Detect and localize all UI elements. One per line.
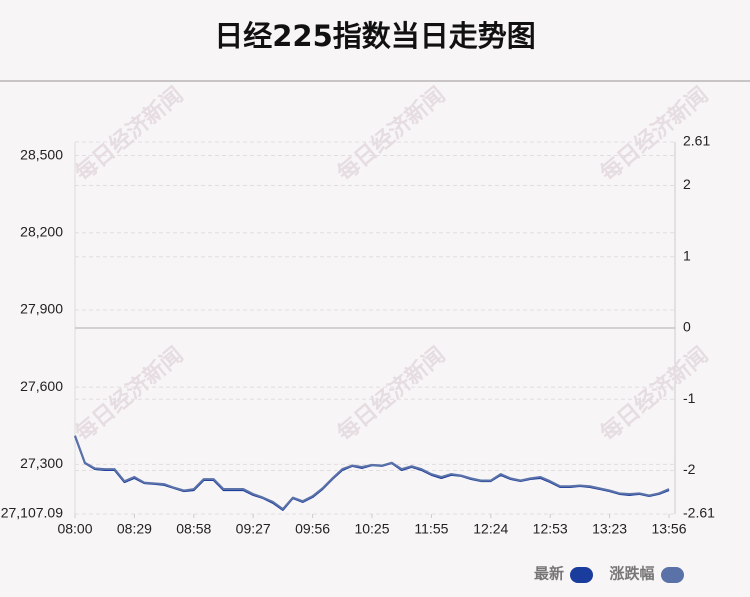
x-tick-label: 12:53	[533, 521, 568, 537]
x-tick-label: 09:27	[236, 521, 271, 537]
y-tick-label: 27,600	[20, 378, 63, 394]
y2-tick-label: 2	[683, 176, 691, 192]
legend-label: 最新	[534, 565, 564, 583]
chart-title: 日经225指数当日走势图	[214, 19, 536, 53]
x-tick-label: 10:25	[354, 521, 389, 537]
y-tick-label: 27,300	[20, 455, 63, 471]
x-tick-label: 09:56	[295, 521, 330, 537]
watermark: 每日经济新闻	[332, 82, 450, 187]
x-tick-label: 12:24	[473, 521, 508, 537]
x-tick-label: 08:29	[117, 521, 152, 537]
watermark: 每日经济新闻	[332, 342, 450, 447]
y-tick-label: 27,900	[20, 301, 63, 317]
x-tick-label: 13:23	[592, 521, 627, 537]
x-tick-label: 13:56	[651, 521, 686, 537]
watermark: 每日经济新闻	[70, 342, 188, 447]
x-tick-label: 08:00	[57, 521, 92, 537]
y-tick-label: 28,500	[20, 146, 63, 162]
y2-tick-label: 1	[683, 247, 691, 263]
watermarks: 每日经济新闻 每日经济新闻 每日经济新闻 每日经济新闻 每日经济新闻 每日经济新…	[70, 82, 713, 447]
y-tick-label: 28,200	[20, 223, 63, 239]
series-line	[74, 435, 670, 511]
y2-tick-label: 0	[683, 319, 691, 335]
y2-tick-label: -1	[683, 390, 696, 406]
y2-tick-label: -2	[683, 461, 696, 477]
x-tick-label: 11:55	[414, 521, 448, 537]
y-tick-label: 27,107.09	[1, 505, 63, 521]
legend-label: 涨跌幅	[609, 565, 654, 583]
watermark: 每日经济新闻	[595, 342, 713, 447]
watermark: 每日经济新闻	[70, 82, 188, 187]
legend-swatch	[661, 567, 684, 583]
series-line	[74, 435, 670, 511]
x-tick-label: 08:58	[176, 521, 211, 537]
y2-tick-label: -2.61	[683, 505, 715, 521]
legend-swatch	[570, 567, 593, 583]
y2-tick-label: 2.61	[683, 133, 710, 149]
